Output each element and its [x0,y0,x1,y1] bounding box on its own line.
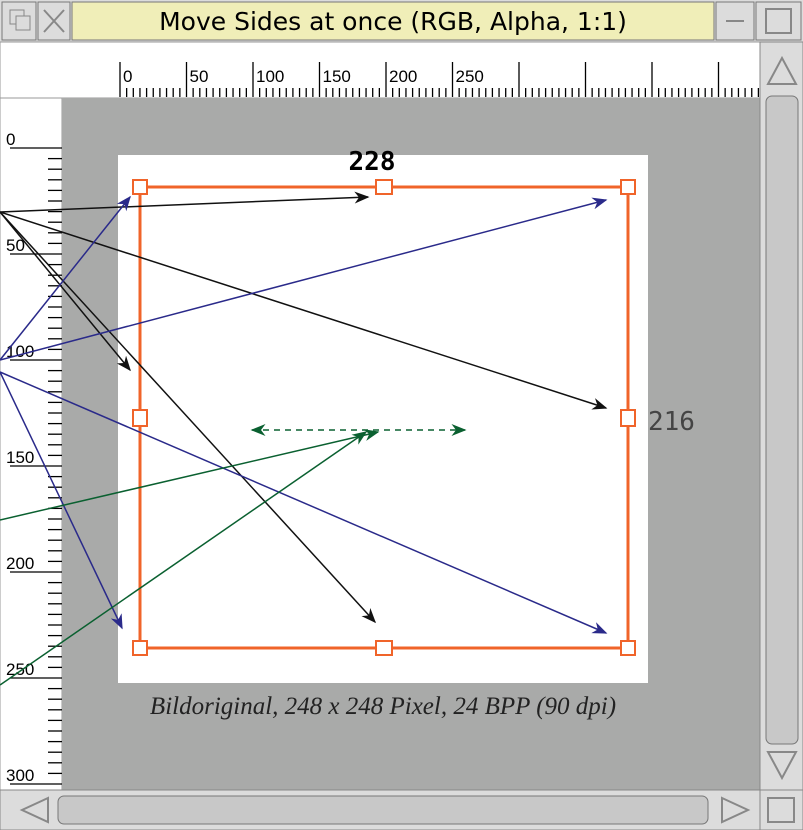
arrows [0,191,608,686]
ruler-label: 50 [6,236,25,255]
scroll-up[interactable] [766,55,798,85]
ruler-label: 100 [256,67,284,86]
ruler-label: 200 [6,554,34,573]
ruler-label: 300 [6,766,34,785]
vertical-thumb[interactable] [765,95,799,745]
window-title: Move Sides at once (RGB, Alpha, 1:1) [159,7,627,36]
ruler-left [0,97,63,791]
resize-button[interactable] [759,789,803,830]
scroll-right[interactable] [721,796,751,824]
label-right: 216 [648,407,695,437]
ruler-label: 250 [6,660,34,679]
ruler-label: 200 [389,67,417,86]
ruler-label: 250 [456,67,484,86]
ruler-label: 150 [6,448,34,467]
ruler-label: 150 [323,67,351,86]
scroll-down[interactable] [766,751,798,781]
horizontal-thumb[interactable] [57,795,709,825]
ruler-label: 0 [6,130,15,149]
label-top: 228 [349,147,396,177]
ruler-label: 50 [190,67,209,86]
toggle-size-button[interactable] [755,1,802,41]
ruler-label: 0 [123,67,132,86]
title-area[interactable] [71,1,715,41]
image [118,155,648,683]
handles [132,179,636,656]
scroll-left[interactable] [19,796,49,824]
caption: Bildoriginal, 248 x 248 Pixel, 24 BPP (9… [150,693,616,720]
